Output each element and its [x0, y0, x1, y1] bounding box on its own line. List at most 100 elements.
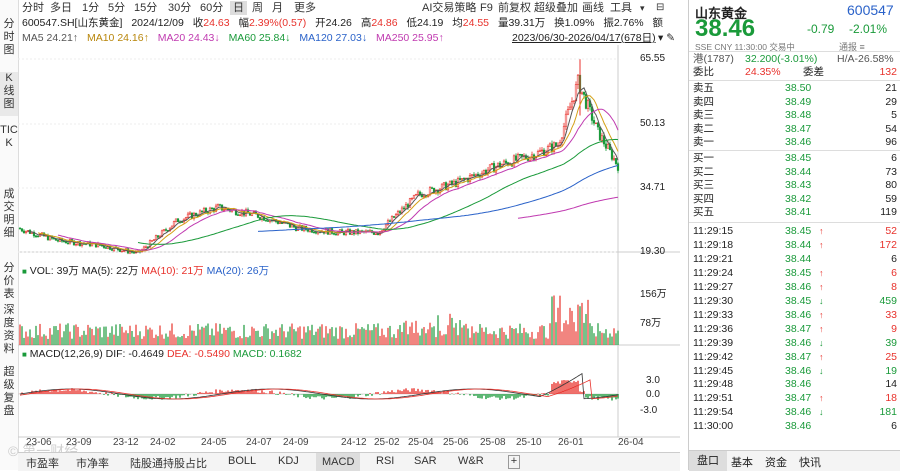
candle-body	[603, 136, 605, 144]
tab-northbound[interactable]: 陆股通持股占比	[130, 455, 207, 471]
period-15min[interactable]: 15分	[134, 1, 157, 15]
date-axis-label: 26-04	[618, 437, 644, 448]
tab-boll[interactable]: BOLL	[228, 455, 256, 467]
macd-bar	[167, 394, 168, 397]
ask-label: 卖三	[693, 109, 714, 123]
macd-bar	[481, 394, 482, 399]
period-5min[interactable]: 5分	[108, 1, 125, 15]
tab-rsi[interactable]: RSI	[376, 455, 394, 467]
tab-kdj[interactable]: KDJ	[278, 455, 299, 467]
macd-bar	[395, 392, 396, 394]
candle-body	[431, 188, 433, 189]
adjust-button[interactable]: 前复权	[498, 1, 531, 15]
period-month[interactable]: 月	[272, 1, 283, 15]
overlay-button[interactable]: 超级叠加	[534, 1, 578, 15]
vol-ma10: MA(10): 21万	[141, 265, 203, 277]
volume-bar	[239, 336, 240, 345]
volume-bar	[271, 331, 272, 345]
macd-bar	[501, 394, 502, 398]
date-range[interactable]: 2023/06/30-2026/04/17(678日)	[512, 31, 656, 45]
tab-sar[interactable]: SAR	[414, 455, 437, 467]
period-1min[interactable]: 1分	[82, 1, 99, 15]
candle-body	[347, 230, 349, 231]
volume-bar	[579, 306, 580, 345]
vtab-price-table[interactable]: 分价表	[0, 262, 18, 294]
vtab-intraday[interactable]: 分时图	[0, 18, 18, 50]
period-more[interactable]: 更多	[294, 1, 316, 15]
volume-bar	[251, 327, 252, 345]
volume-bar	[409, 327, 410, 345]
macd-bar	[83, 391, 84, 394]
volume-bar	[433, 326, 434, 345]
tab-news[interactable]: 快讯	[799, 454, 821, 470]
f9-button[interactable]: F9	[480, 1, 493, 15]
period-intraday[interactable]: 分时	[22, 1, 44, 15]
volume-bar	[553, 295, 554, 345]
bid-price: 38.42	[785, 193, 811, 207]
candle-body	[475, 174, 477, 175]
volume-bar	[397, 329, 398, 345]
candle-body	[267, 221, 269, 222]
volume-bar	[217, 332, 218, 345]
tick-price: 38.46	[785, 420, 811, 434]
tick-time: 11:30:00	[693, 420, 733, 434]
arrow-down-icon: ↓	[819, 337, 824, 351]
candle-body	[539, 151, 541, 152]
kline-chart-area[interactable]: 65.55 50.13 34.71 19.30 ■ VOL: 39万 MA(5)…	[18, 45, 680, 470]
ai-strategy-button[interactable]: AI交易策略	[422, 1, 476, 15]
ask-price: 38.47	[785, 123, 811, 137]
candle-body	[121, 251, 123, 252]
high-label: 高	[361, 17, 372, 29]
vtab-replay[interactable]: 超级复盘	[0, 366, 18, 422]
draw-line-button[interactable]: 画线	[582, 1, 604, 15]
tab-wr[interactable]: W&R	[458, 455, 484, 467]
volume-bar	[159, 325, 160, 345]
open-value: 24.26	[326, 17, 352, 29]
macd-bar	[495, 394, 496, 398]
vtab-kline[interactable]: K线图	[0, 72, 18, 116]
volume-bar	[491, 334, 492, 345]
tab-macd[interactable]: MACD	[316, 453, 360, 471]
period-week[interactable]: 周	[252, 1, 263, 15]
macd-bar	[177, 394, 178, 396]
add-indicator-button[interactable]: +	[508, 455, 520, 469]
tab-pb[interactable]: 市净率	[76, 455, 109, 471]
settings-icon[interactable]: ⊟	[656, 1, 664, 15]
volume-bar	[609, 333, 610, 345]
volume-bar	[235, 338, 236, 345]
volume-bar	[555, 322, 556, 345]
macd-bar	[513, 394, 514, 400]
ma250-line	[518, 197, 618, 218]
ask-price: 38.46	[785, 136, 811, 150]
macd-bar	[277, 394, 278, 395]
ask-volume: 21	[885, 82, 897, 96]
vtab-trade-detail[interactable]: 成交明细	[0, 188, 18, 244]
vtab-tick[interactable]: TICK	[0, 124, 18, 182]
period-toolbar: 分时 多日 1分 5分 15分 30分 60分 日 周 月 更多 AI交易策略 …	[18, 0, 680, 16]
period-multiday[interactable]: 多日	[50, 1, 72, 15]
macd-bar	[503, 394, 504, 396]
macd-bar	[305, 394, 306, 398]
range-dropdown-icon[interactable]: ▾ ✎	[658, 31, 675, 45]
period-day[interactable]: 日	[230, 1, 247, 15]
arrow-up-icon: ↑	[819, 225, 824, 239]
kline-chart-svg[interactable]	[18, 45, 680, 452]
tab-pe[interactable]: 市盈率	[26, 455, 59, 471]
tools-chevron-icon[interactable]: ▾	[640, 1, 645, 15]
volume-bar	[89, 328, 90, 345]
candle-body	[21, 229, 23, 231]
volume-bar	[303, 327, 304, 345]
volume-bar	[153, 338, 154, 345]
volume-bar	[437, 315, 438, 345]
tools-button[interactable]: 工具	[610, 1, 632, 15]
period-60min[interactable]: 60分	[200, 1, 223, 15]
candle-body	[377, 234, 379, 235]
tab-orderbook[interactable]: 盘口	[689, 451, 727, 471]
tab-capital[interactable]: 资金	[765, 454, 787, 470]
macd-bar	[193, 394, 194, 396]
vtab-depth[interactable]: 深度资料	[0, 304, 18, 348]
tab-basic[interactable]: 基本	[731, 454, 753, 470]
period-30min[interactable]: 30分	[168, 1, 191, 15]
